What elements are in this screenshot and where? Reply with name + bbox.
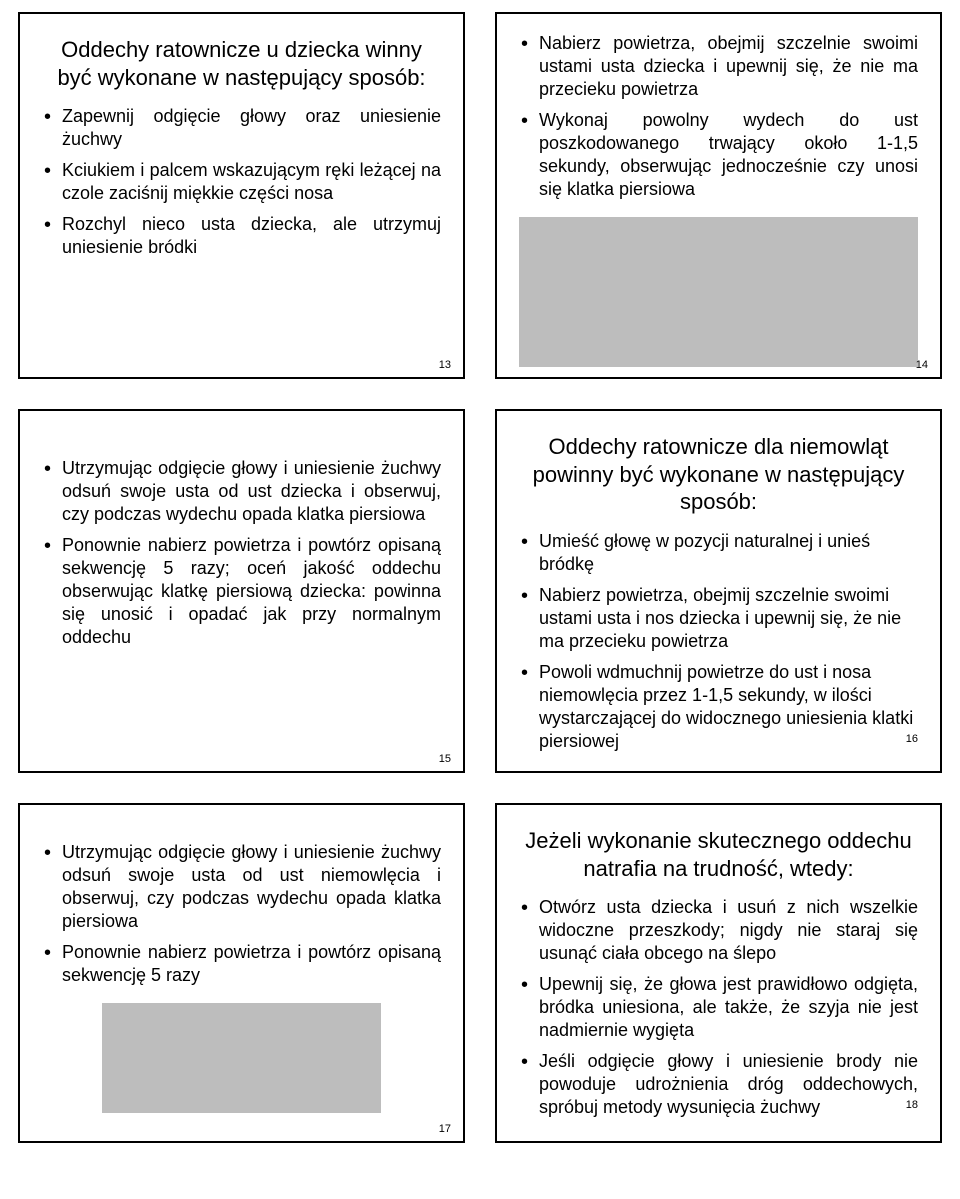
slide-number: 18 xyxy=(906,1098,918,1112)
list-item: Umieść głowę w pozycji naturalnej i unie… xyxy=(519,530,918,576)
list-item: Utrzymując odgięcie głowy i uniesienie ż… xyxy=(42,841,441,933)
bullet-list: Otwórz usta dziecka i usuń z nich wszelk… xyxy=(519,896,918,1127)
slide-18: Jeżeli wykonanie skutecznego oddechu nat… xyxy=(495,803,942,1143)
list-item-text: Powoli wdmuchnij powietrze do ust i nosa… xyxy=(539,662,913,751)
list-item: Upewnij się, że głowa jest prawidłowo od… xyxy=(519,973,918,1042)
slide-number: 13 xyxy=(439,359,451,371)
list-item: Rozchyl nieco usta dziecka, ale utrzymuj… xyxy=(42,213,441,259)
slide-14: Nabierz powietrza, obejmij szczelnie swo… xyxy=(495,12,942,379)
slide-title: Jeżeli wykonanie skutecznego oddechu nat… xyxy=(519,827,918,882)
slide-17: Utrzymując odgięcie głowy i uniesienie ż… xyxy=(18,803,465,1143)
list-item: Nabierz powietrza, obejmij szczelnie swo… xyxy=(519,32,918,101)
list-item: Ponownie nabierz powietrza i powtórz opi… xyxy=(42,534,441,649)
slide-number: 14 xyxy=(916,359,928,371)
rescue-breath-image xyxy=(519,217,918,367)
list-item: Wykonaj powolny wydech do ust poszkodowa… xyxy=(519,109,918,201)
slide-16: Oddechy ratownicze dla niemowląt powinny… xyxy=(495,409,942,773)
slide-title: Oddechy ratownicze u dziecka winny być w… xyxy=(42,36,441,91)
list-item: Zapewnij odgięcie głowy oraz uniesienie … xyxy=(42,105,441,151)
list-item: Nabierz powietrza, obejmij szczelnie swo… xyxy=(519,584,918,653)
slide-title: Oddechy ratownicze dla niemowląt powinny… xyxy=(519,433,918,516)
slide-number: 15 xyxy=(439,753,451,765)
slide-grid: Oddechy ratownicze u dziecka winny być w… xyxy=(0,0,960,1161)
list-item: Jeśli odgięcie głowy i uniesienie brody … xyxy=(519,1050,918,1119)
infant-rescue-image xyxy=(102,1003,381,1113)
bullet-list: Utrzymując odgięcie głowy i uniesienie ż… xyxy=(42,457,441,657)
list-item: Ponownie nabierz powietrza i powtórz opi… xyxy=(42,941,441,987)
slide-number: 16 xyxy=(906,732,918,746)
list-item: Kciukiem i palcem wskazującym ręki leżąc… xyxy=(42,159,441,205)
list-item: Utrzymując odgięcie głowy i uniesienie ż… xyxy=(42,457,441,526)
bullet-list: Utrzymując odgięcie głowy i uniesienie ż… xyxy=(42,841,441,995)
list-item-text: Jeśli odgięcie głowy i uniesienie brody … xyxy=(539,1051,918,1117)
slide-15: Utrzymując odgięcie głowy i uniesienie ż… xyxy=(18,409,465,773)
slide-13: Oddechy ratownicze u dziecka winny być w… xyxy=(18,12,465,379)
bullet-list: Umieść głowę w pozycji naturalnej i unie… xyxy=(519,530,918,761)
list-item: Otwórz usta dziecka i usuń z nich wszelk… xyxy=(519,896,918,965)
bullet-list: Nabierz powietrza, obejmij szczelnie swo… xyxy=(519,32,918,209)
list-item: Powoli wdmuchnij powietrze do ust i nosa… xyxy=(519,661,918,753)
slide-number: 17 xyxy=(439,1123,451,1135)
bullet-list: Zapewnij odgięcie głowy oraz uniesienie … xyxy=(42,105,441,267)
